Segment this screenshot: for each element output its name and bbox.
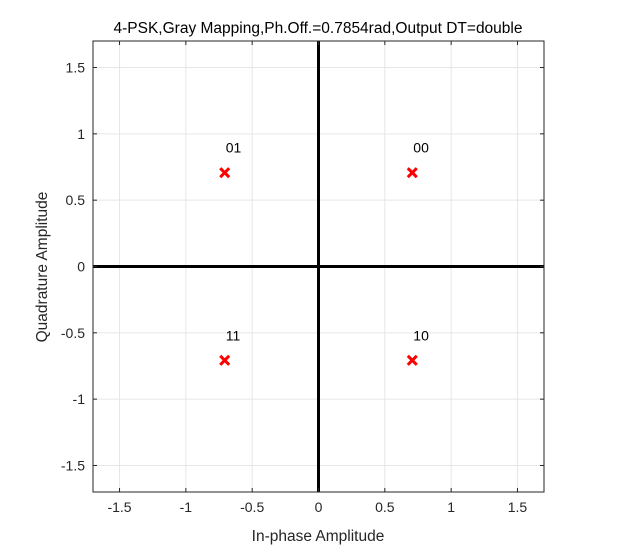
y-tick-label: 1.5 — [66, 60, 86, 76]
x-tick-label: -0.5 — [240, 499, 264, 515]
chart-title: 4-PSK,Gray Mapping,Ph.Off.=0.7854rad,Out… — [114, 20, 523, 37]
y-tick-label: -1 — [73, 391, 86, 407]
constellation-point-marker — [219, 354, 231, 366]
y-tick-label: 0.5 — [66, 192, 86, 208]
symbol-label: 11 — [226, 327, 241, 343]
y-tick-label: 0 — [77, 259, 85, 275]
constellation-point-marker — [219, 167, 231, 179]
ticks: -1.5 -1 -0.5 0 0.5 1 1.5 -1.5 -1 -0.5 0 0.5 1 1.5 — [61, 41, 544, 515]
x-tick-label: -1.5 — [107, 499, 131, 515]
y-tick-label: -0.5 — [61, 325, 85, 341]
constellation-point-marker — [406, 167, 418, 179]
point-labels: 00 01 11 10 — [226, 140, 429, 344]
zero-axes — [93, 41, 544, 492]
y-tick-label: -1.5 — [61, 457, 85, 473]
x-tick-label: 0.5 — [375, 499, 395, 515]
symbol-label: 01 — [226, 140, 242, 156]
x-tick-label: -1 — [180, 499, 193, 515]
y-tick-label: 1 — [77, 126, 85, 142]
x-axis-label: In-phase Amplitude — [252, 528, 385, 545]
symbol-label: 10 — [413, 327, 429, 343]
x-tick-label: 1 — [447, 499, 455, 515]
constellation-point-marker — [406, 354, 418, 366]
x-tick-label: 1.5 — [508, 499, 528, 515]
symbol-label: 00 — [413, 140, 429, 156]
data-points — [219, 167, 418, 366]
x-tick-label: 0 — [315, 499, 323, 515]
y-axis-label: Quadrature Amplitude — [34, 192, 51, 343]
